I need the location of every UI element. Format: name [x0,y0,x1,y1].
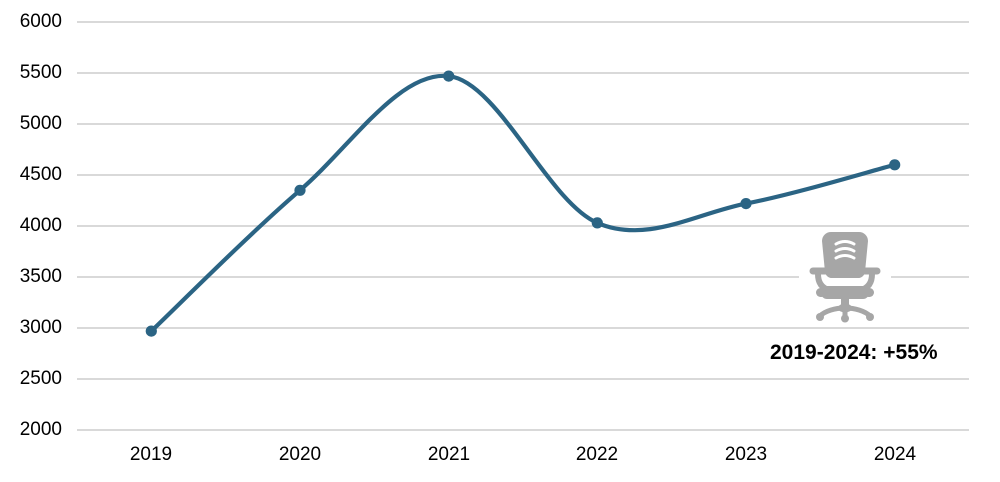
data-point-marker [294,184,306,196]
data-point-marker [740,198,752,210]
x-tick-label: 2022 [575,444,619,465]
x-tick-label: 2020 [278,444,322,465]
y-tick-label: 5500 [19,62,62,83]
y-tick-label: 4500 [19,164,62,185]
x-tick-label: 2023 [724,444,768,465]
y-tick-label: 3000 [19,317,62,338]
y-tick-label: 4000 [19,215,62,236]
series-line [149,73,897,334]
data-point-marker [889,159,901,171]
y-tick-label: 2000 [19,419,62,440]
data-point-marker [591,217,603,229]
y-tick-label: 6000 [19,11,62,32]
office-chair-icon [799,229,891,325]
data-point-marker [145,325,157,337]
data-point-marker [443,70,455,82]
x-tick-label: 2019 [129,444,173,465]
x-tick-label: 2021 [427,444,471,465]
y-tick-label: 5000 [19,113,62,134]
growth-annotation: 2019-2024: +55% [770,341,938,364]
y-tick-label: 2500 [19,368,62,389]
x-tick-label: 2024 [873,444,917,465]
y-tick-label: 3500 [19,266,62,287]
